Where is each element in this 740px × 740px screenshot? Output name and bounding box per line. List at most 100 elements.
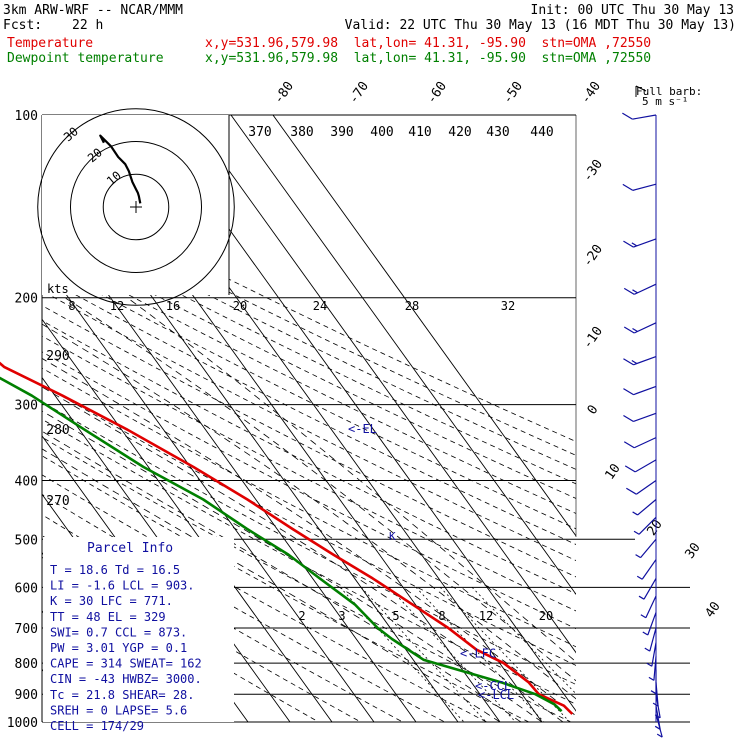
moist-adiabat-line: [42, 357, 576, 717]
pressure-label: 800: [15, 657, 38, 672]
wind-barb: [650, 669, 657, 695]
wind-barb: [626, 479, 657, 495]
isotherm-label: -70: [346, 79, 372, 107]
dry-adiabat-line: [42, 384, 576, 666]
wind-barb-half-flag: [632, 511, 638, 516]
isotherm-label: -60: [424, 79, 450, 107]
wind-barb-flag: [623, 240, 634, 248]
speed-scale-label: 12: [110, 299, 124, 313]
pressure-label: 100: [15, 109, 38, 124]
mixing-ratio-label: 5: [392, 609, 399, 623]
wind-barb-shaft: [651, 642, 657, 667]
moist-adiabat-line: [42, 430, 522, 722]
parcel-info-row: TT = 48 EL = 329: [50, 610, 166, 624]
wind-barb-shaft: [645, 595, 657, 618]
isotherm-label: 30: [682, 540, 703, 561]
wind-barb-shaft: [633, 412, 657, 423]
wind-barb-shaft: [633, 437, 657, 449]
dry-adiabat-line: [42, 305, 576, 578]
wind-barb-flag: [623, 388, 634, 396]
pressure-label: 1000: [7, 716, 38, 731]
wind-barb: [622, 183, 657, 191]
parcel-info-row: Tc = 21.8 SHEAR= 28.: [50, 688, 195, 702]
dry-adiabat-line: [42, 556, 319, 722]
wind-barb-half-flag: [638, 595, 645, 600]
parcel-info-row: CELL = 174/29: [50, 719, 144, 733]
wind-barb-shaft: [634, 459, 657, 473]
wind-barb-half-flag: [656, 733, 663, 738]
moist-adiabat-line: [42, 448, 501, 722]
wind-barb-shaft: [637, 499, 657, 516]
wind-barb-half-flag: [631, 360, 638, 365]
k-marker: K: [389, 530, 396, 543]
temperature-legend: Temperature: [7, 36, 94, 51]
isotherm-label: 0: [585, 402, 602, 417]
forecast-label: Fcst:: [3, 18, 43, 33]
parcel-info-title: Parcel Info: [87, 541, 173, 556]
isotherm-label: 20: [644, 517, 665, 538]
wind-barb-shaft: [633, 322, 657, 334]
init-time: Init: 00 UTC Thu 30 May 13: [530, 3, 735, 18]
mixing-ratio-label: 20: [539, 609, 553, 623]
isotherm-label: 10: [602, 461, 623, 482]
pressure-label: 400: [15, 474, 38, 489]
wind-barb: [632, 499, 657, 516]
parcel-info-row: CIN = -43 HWBZ= 3000.: [50, 672, 202, 686]
pressure-label: 500: [15, 533, 38, 548]
wind-barb-shaft: [655, 713, 663, 738]
model-title: 3km ARW-WRF -- NCAR/MMM: [3, 3, 184, 18]
isotherm-line: [272, 115, 576, 537]
isotherm-label: -30: [580, 157, 606, 185]
wind-barb-shaft: [633, 385, 657, 396]
parcel-info-panel: Parcel Info T = 18.6 Td = 16.5 LI = -1.6 L…: [43, 537, 234, 733]
wind-barb: [624, 459, 657, 473]
dry-adiabat-line: [42, 367, 576, 648]
wind-barb-flag: [626, 487, 637, 495]
mixing-ratio-label: 3: [338, 609, 345, 623]
speed-scale-label: 28: [405, 299, 419, 313]
theta-label: 440: [530, 125, 553, 140]
hodograph-unit: kts: [47, 282, 69, 296]
theta-label: 420: [448, 125, 471, 140]
isotherm-line: [230, 115, 576, 595]
valid-time: Valid: 22 UTC Thu 30 May 13 (16 MDT Thu …: [344, 18, 736, 33]
wind-barb-shaft: [633, 238, 657, 248]
wind-barb-shaft: [653, 656, 657, 681]
wind-barb: [638, 578, 657, 600]
wind-barb-flag: [623, 358, 634, 366]
temperature-location: x,y=531.96,579.98 lat,lon= 41.31, -95.90…: [205, 36, 652, 51]
dry-adiabat-label: 290: [46, 349, 69, 364]
pressure-label: 700: [15, 622, 38, 637]
wind-barb: [623, 355, 657, 366]
theta-label: 430: [486, 125, 509, 140]
wind-barb: [655, 713, 663, 738]
mixing-ratio-line: [415, 587, 545, 722]
level-marker-label: <-CCL: [475, 679, 511, 693]
isotherm-line: [188, 115, 576, 654]
wind-barb: [636, 559, 657, 580]
dry-adiabat-line: [42, 320, 576, 595]
theta-label: 400: [370, 125, 393, 140]
wind-barb-half-flag: [652, 702, 659, 707]
wind-barb: [623, 385, 657, 396]
parcel-info-row: K = 30 LFC = 771.: [50, 594, 173, 608]
parcel-info-row: SREH = 0 LAPSE= 5.6: [50, 703, 187, 717]
wind-barb-shaft: [640, 538, 657, 559]
wind-barb-shaft: [638, 516, 657, 535]
dry-adiabat-line: [42, 535, 361, 722]
dry-adiabat-label: 270: [46, 494, 69, 509]
dewpoint-profile: [0, 376, 563, 713]
wind-barb-half-flag: [640, 614, 647, 619]
wind-barb-column: [622, 112, 663, 738]
wind-barb-half-flag: [650, 690, 657, 695]
dewpoint-location: x,y=531.96,579.98 lat,lon= 41.31, -95.90…: [205, 51, 652, 66]
wind-barb-half-flag: [632, 289, 638, 294]
wind-barb: [623, 437, 657, 449]
dry-adiabat-line: [42, 182, 576, 442]
wind-barb: [648, 656, 657, 681]
wind-barb-shaft: [632, 114, 657, 120]
wind-barb-half-flag: [636, 575, 643, 580]
wind-barb-half-flag: [631, 242, 638, 247]
hodograph-ring: [37, 108, 235, 306]
